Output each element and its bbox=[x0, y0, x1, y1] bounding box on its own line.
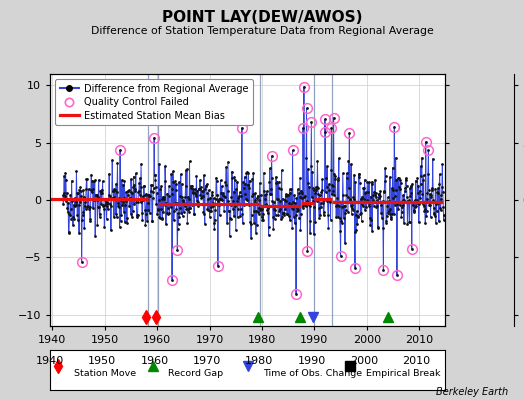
Text: Station Move: Station Move bbox=[73, 369, 136, 378]
Text: 1960: 1960 bbox=[140, 356, 169, 366]
Text: 2010: 2010 bbox=[402, 356, 431, 366]
Text: 1970: 1970 bbox=[193, 356, 221, 366]
Text: Empirical Break: Empirical Break bbox=[366, 369, 441, 378]
Text: Record Gap: Record Gap bbox=[169, 369, 224, 378]
Text: 1990: 1990 bbox=[298, 356, 326, 366]
Legend: Difference from Regional Average, Quality Control Failed, Estimated Station Mean: Difference from Regional Average, Qualit… bbox=[54, 79, 253, 125]
Text: Time of Obs. Change: Time of Obs. Change bbox=[264, 369, 363, 378]
Text: POINT LAY(DEW/AWOS): POINT LAY(DEW/AWOS) bbox=[162, 10, 362, 25]
Text: 1940: 1940 bbox=[36, 356, 64, 366]
Text: Berkeley Earth: Berkeley Earth bbox=[436, 387, 508, 397]
Text: 1950: 1950 bbox=[88, 356, 116, 366]
Text: 1980: 1980 bbox=[245, 356, 274, 366]
Text: 2000: 2000 bbox=[350, 356, 378, 366]
Text: Difference of Station Temperature Data from Regional Average: Difference of Station Temperature Data f… bbox=[91, 26, 433, 36]
